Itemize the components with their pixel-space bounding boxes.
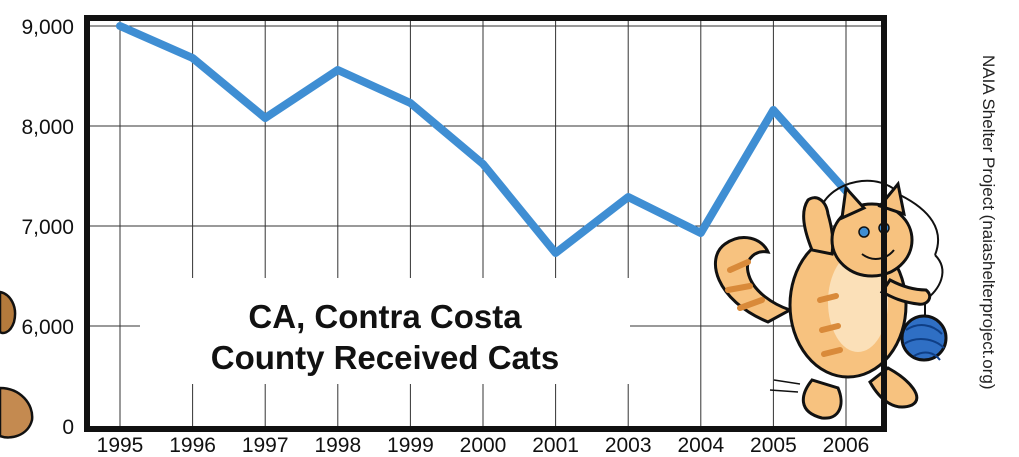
x-tick-label-2003: 2003 — [605, 434, 652, 457]
y-tick-label: 9,000 — [21, 16, 74, 39]
chart-title: CA, Contra Costa County Received Cats — [140, 278, 630, 384]
title-line-1: CA, Contra Costa — [248, 298, 522, 335]
x-axis-tick-labels: 1995 1996 1997 1998 1999 2000 2001 2003 2004 2005… — [97, 434, 870, 457]
y-axis-tick-labels: 9,000 8,000 7,000 6,000 0 — [21, 16, 74, 439]
cat-with-yarn-illustration — [713, 179, 944, 420]
x-tick-label-1996: 1996 — [169, 434, 216, 457]
grid-lines — [90, 21, 881, 426]
x-tick-label-1999: 1999 — [387, 434, 434, 457]
x-tick-label-1998: 1998 — [314, 434, 361, 457]
x-tick-label-2005: 2005 — [750, 434, 797, 457]
title-line-2: County Received Cats — [211, 339, 559, 376]
y-tick-label: 6,000 — [21, 316, 74, 339]
x-tick-label-2000: 2000 — [460, 434, 507, 457]
x-tick-label-2006: 2006 — [823, 434, 870, 457]
yarn-ball-icon — [900, 314, 948, 362]
x-tick-label-1997: 1997 — [242, 434, 289, 457]
y-tick-label: 0 — [62, 416, 74, 439]
x-tick-label-2001: 2001 — [532, 434, 579, 457]
plot-frame — [84, 15, 887, 432]
dog-illustration-fragment — [0, 290, 34, 439]
x-tick-label-1995: 1995 — [97, 434, 144, 457]
source-credit: NAIA Shelter Project (naiashelterproject… — [979, 55, 998, 390]
x-tick-label-2004: 2004 — [677, 434, 724, 457]
y-tick-label: 8,000 — [21, 116, 74, 139]
y-tick-label: 7,000 — [21, 216, 74, 239]
